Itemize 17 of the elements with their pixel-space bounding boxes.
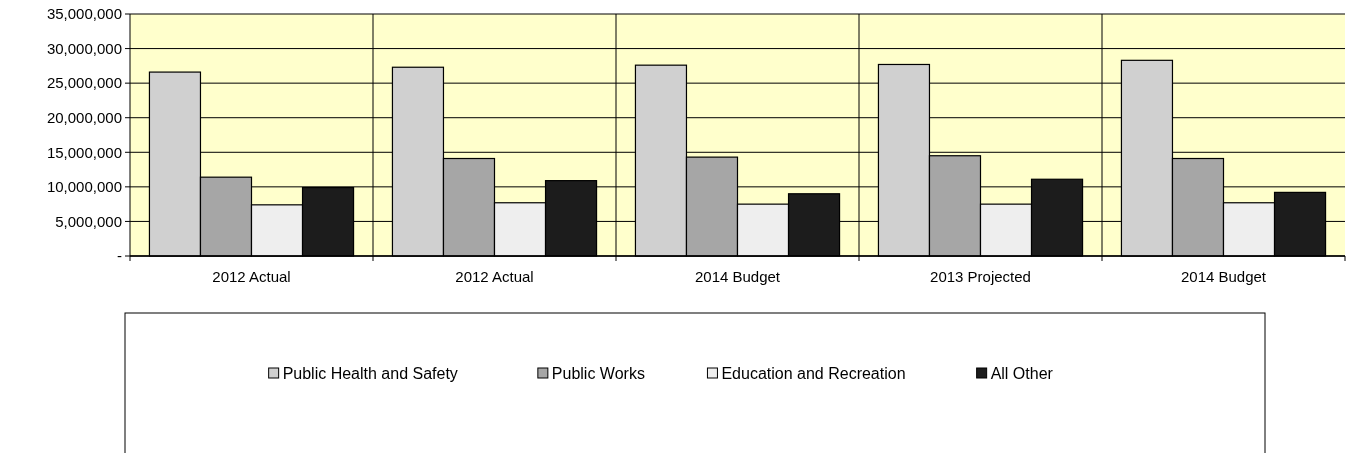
x-tick-label: 2014 Budget	[1180, 268, 1267, 285]
y-tick-label: 20,000,000	[46, 108, 122, 126]
y-tick-label: 30,000,000	[46, 39, 122, 57]
y-tick-label: -	[117, 247, 122, 265]
x-tick-label: 2012 Actual	[455, 268, 534, 285]
x-tick-label: 2013 Projected	[930, 268, 1031, 285]
y-tick-label: 10,000,000	[46, 178, 122, 196]
y-tick-label: 5,000,000	[55, 212, 122, 230]
y-tick-label: 15,000,000	[46, 143, 122, 161]
x-tick-label: 2012 Actual	[212, 268, 291, 285]
legend-label: Public Health and Safety	[282, 364, 458, 382]
x-tick-label: 2014 Budget	[694, 268, 781, 285]
y-tick-label: 35,000,000	[46, 5, 122, 23]
y-tick-label: 25,000,000	[46, 74, 122, 92]
legend-label: Education and Recreation	[721, 364, 906, 382]
legend-label: All Other	[990, 364, 1054, 382]
legend-label: Public Works	[551, 364, 645, 382]
